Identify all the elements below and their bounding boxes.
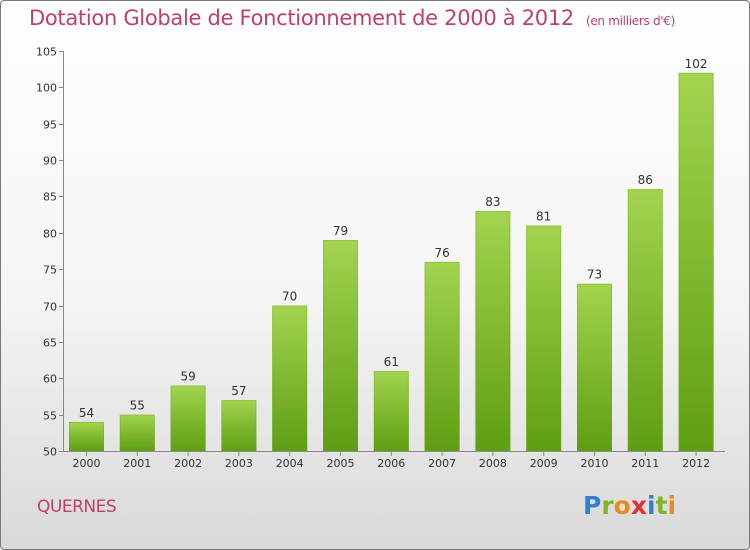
commune-name: QUERNES xyxy=(37,497,117,517)
logo-letter: o xyxy=(613,491,631,520)
x-tick-label: 2001 xyxy=(123,457,151,470)
bar-outline xyxy=(424,261,460,451)
x-tick-label: 2003 xyxy=(225,457,253,470)
y-tick-label: 80 xyxy=(43,228,57,241)
bar xyxy=(272,305,308,451)
logo-letter: i xyxy=(647,491,656,520)
bar-value-label: 83 xyxy=(485,195,500,209)
y-tick-label: 55 xyxy=(43,410,57,423)
bar-outline xyxy=(221,400,257,452)
bar-outline xyxy=(627,189,663,451)
y-tick-label: 95 xyxy=(43,119,57,132)
bars-group: 54 55 59 57 70 79 61 76 83 81 73 86 102 xyxy=(69,57,714,452)
y-tick-label: 90 xyxy=(43,155,57,168)
logo-letter: x xyxy=(630,491,647,520)
x-tick-label: 2000 xyxy=(73,457,101,470)
x-tick-label: 2010 xyxy=(581,457,609,470)
bar-outline xyxy=(69,421,104,451)
x-tick-label: 2008 xyxy=(479,457,507,470)
y-tick-label: 75 xyxy=(43,264,57,277)
bar-value-label: 102 xyxy=(685,57,708,71)
bar-value-label: 57 xyxy=(231,384,246,398)
logo-letter: t xyxy=(655,491,668,520)
bar xyxy=(221,400,257,451)
bar xyxy=(627,189,663,451)
logo-letter: r xyxy=(601,491,614,520)
chart-title: Dotation Globale de Fonctionnement de 20… xyxy=(29,6,675,30)
x-tick-label: 2012 xyxy=(682,457,710,470)
bar xyxy=(424,261,460,451)
x-tick-label: 2011 xyxy=(631,457,659,470)
bar xyxy=(475,211,511,451)
bar-outline xyxy=(678,72,714,452)
y-tick-label: 105 xyxy=(36,46,57,59)
y-tick-label: 85 xyxy=(43,191,57,204)
y-tick-label: 65 xyxy=(43,337,57,350)
bar-value-label: 86 xyxy=(638,173,653,187)
x-tick-label: 2002 xyxy=(174,457,202,470)
bar-value-label: 61 xyxy=(384,355,399,369)
bar-value-label: 79 xyxy=(333,224,348,238)
y-tick-label: 100 xyxy=(36,82,57,95)
chart-title-text: Dotation Globale de Fonctionnement de 20… xyxy=(29,6,574,30)
bar xyxy=(69,421,104,451)
bar-value-label: 73 xyxy=(587,268,602,282)
bar xyxy=(577,283,612,451)
x-tick-label: 2005 xyxy=(327,457,355,470)
bar xyxy=(678,72,714,452)
x-tick-label: 2006 xyxy=(377,457,405,470)
bar xyxy=(119,414,155,451)
bar xyxy=(526,225,562,451)
bar-outline xyxy=(475,211,511,451)
chart-subtitle: (en milliers d'€) xyxy=(585,14,675,28)
y-tick-label: 50 xyxy=(43,446,57,459)
bar xyxy=(323,240,358,451)
bar-value-label: 76 xyxy=(434,246,449,260)
bar-value-label: 70 xyxy=(282,290,297,304)
proxiti-logo: Proxiti xyxy=(583,491,676,520)
x-tick-label: 2004 xyxy=(276,457,304,470)
bar-value-label: 54 xyxy=(79,406,94,420)
logo-letter: i xyxy=(667,491,677,520)
x-tick-label: 2009 xyxy=(530,457,558,470)
bar-outline xyxy=(373,371,409,451)
logo-letter: P xyxy=(583,491,602,520)
bar-value-label: 59 xyxy=(180,370,195,384)
bar-outline xyxy=(272,305,308,451)
y-tick-label: 60 xyxy=(43,373,57,386)
bar-outline xyxy=(119,414,155,451)
y-tick-label: 70 xyxy=(43,301,57,314)
bar-outline xyxy=(526,225,562,451)
bar-outline xyxy=(577,283,612,451)
bar xyxy=(373,371,409,451)
x-tick-label: 2007 xyxy=(428,457,456,470)
bar xyxy=(170,385,206,451)
bar-outline xyxy=(323,240,358,451)
bar-value-label: 55 xyxy=(130,399,145,413)
bar-value-label: 81 xyxy=(536,210,551,224)
bar-outline xyxy=(170,385,206,451)
axes-group: 50 55 60 65 70 75 80 85 90 95 100 105 2000 2001 2002 20… xyxy=(36,46,725,470)
